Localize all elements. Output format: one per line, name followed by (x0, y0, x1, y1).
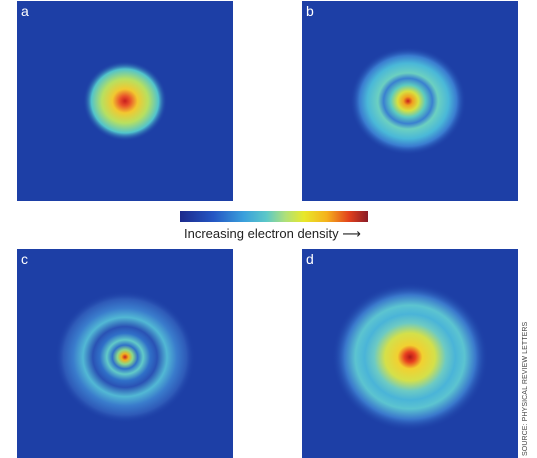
density-image-d: d (302, 249, 518, 458)
density-image-a: a (17, 1, 233, 201)
density-map-d (302, 249, 518, 458)
central-blob-a (83, 61, 167, 141)
density-map-c (17, 249, 233, 458)
ring-pattern-d (332, 283, 488, 431)
panel-label-c: c (21, 251, 28, 267)
colorbar-label: Increasing electron density ⟶ (184, 226, 361, 241)
density-map-a (17, 1, 233, 201)
panel-label-d: d (306, 251, 314, 267)
panel-label-a: a (21, 3, 29, 19)
colorbar (180, 211, 368, 222)
density-image-b: b (302, 1, 518, 201)
density-map-b (302, 1, 518, 201)
ring-pattern-b (350, 47, 466, 155)
source-text: SOURCE: PHYSICAL REVIEW LETTERS (522, 321, 529, 456)
density-image-c: c (17, 249, 233, 458)
ring-pattern-c (55, 291, 195, 423)
panel-label-b: b (306, 3, 314, 19)
source-credit: SOURCE: PHYSICAL REVIEW LETTERS (522, 322, 532, 456)
